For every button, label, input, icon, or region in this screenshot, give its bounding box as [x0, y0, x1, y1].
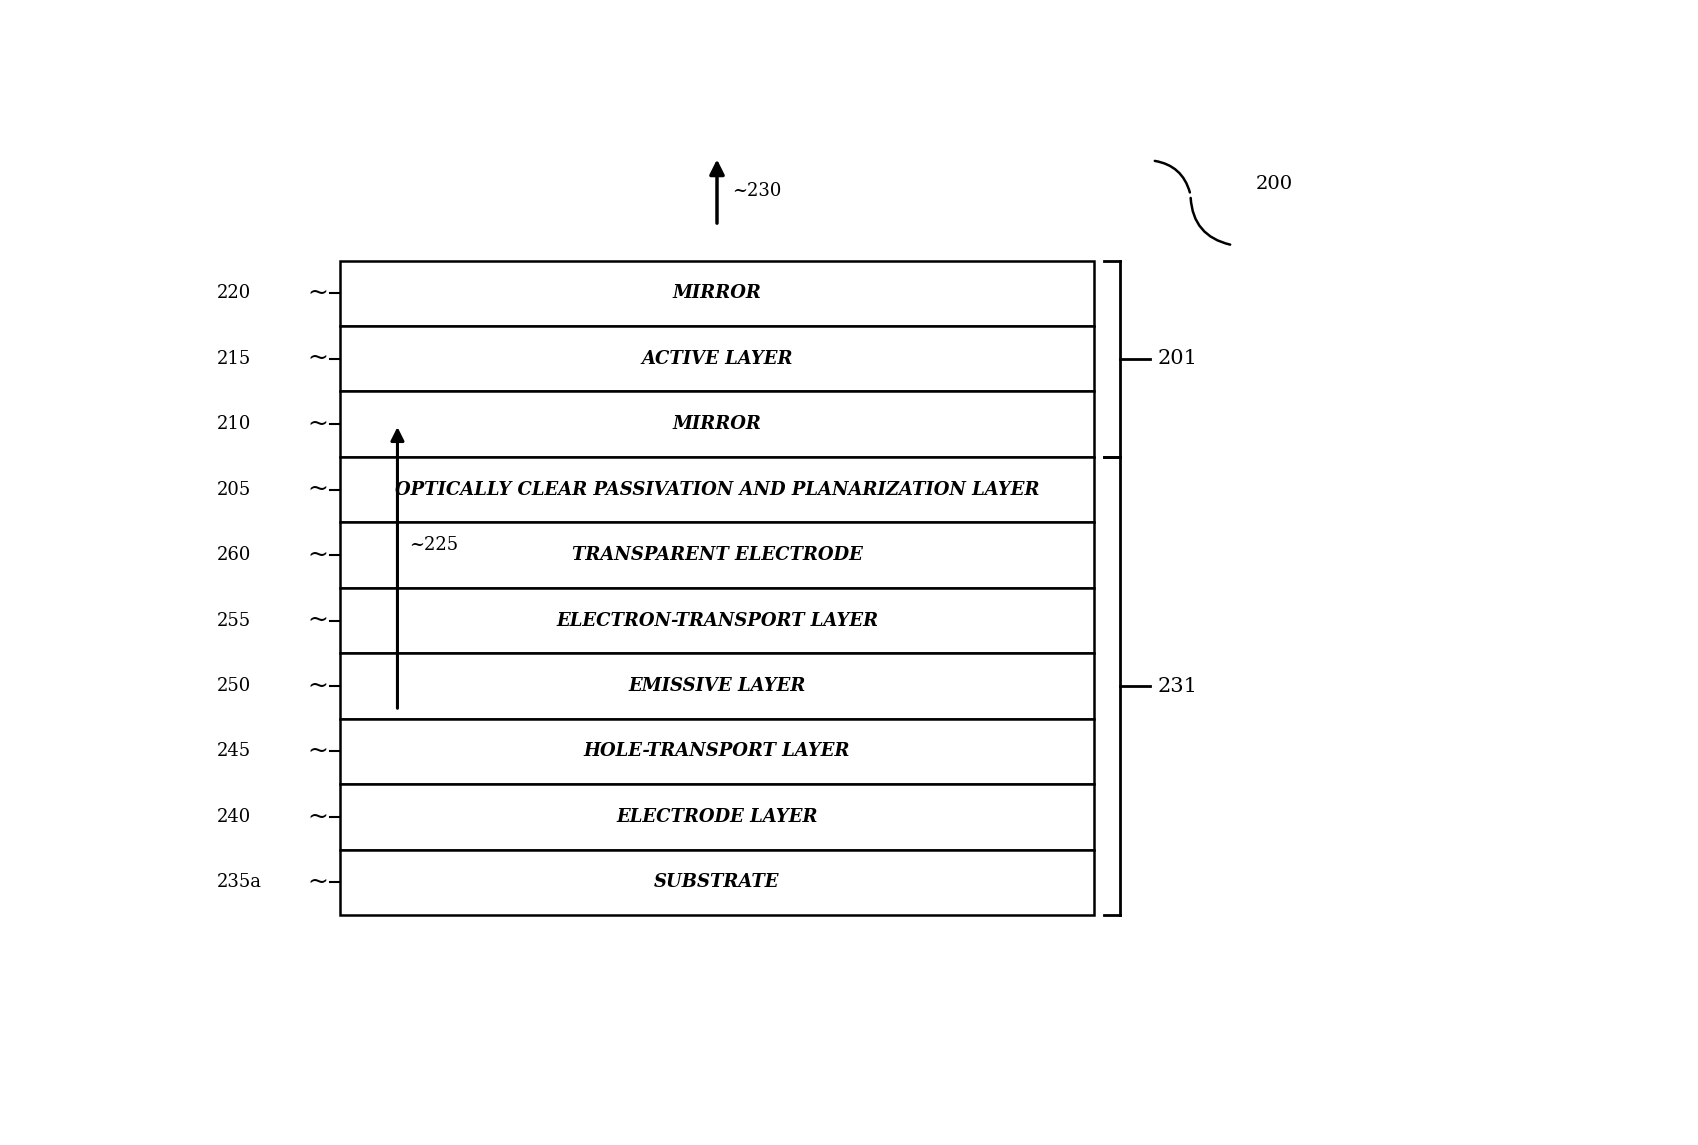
Text: ~225: ~225	[409, 536, 458, 553]
Text: ELECTRON-TRANSPORT LAYER: ELECTRON-TRANSPORT LAYER	[555, 611, 878, 630]
Text: ~: ~	[307, 805, 329, 829]
Text: ~: ~	[307, 412, 329, 436]
Text: 235a: 235a	[216, 874, 261, 891]
Bar	[340, 522, 1094, 587]
Bar	[340, 326, 1094, 392]
Text: 250: 250	[216, 677, 251, 695]
Text: ~230: ~230	[732, 182, 781, 200]
Bar	[340, 654, 1094, 719]
Bar	[340, 784, 1094, 850]
Text: 210: 210	[216, 416, 251, 433]
Text: 255: 255	[216, 611, 251, 630]
Bar	[340, 261, 1094, 326]
Text: 240: 240	[216, 808, 251, 826]
Text: ELECTRODE LAYER: ELECTRODE LAYER	[616, 808, 818, 826]
Text: ~: ~	[307, 674, 329, 697]
Text: ACTIVE LAYER: ACTIVE LAYER	[642, 349, 793, 368]
Text: 231: 231	[1158, 677, 1197, 695]
Bar	[340, 457, 1094, 522]
Bar	[340, 587, 1094, 654]
Text: ~: ~	[307, 282, 329, 305]
Text: HOLE-TRANSPORT LAYER: HOLE-TRANSPORT LAYER	[584, 742, 851, 760]
Text: ~: ~	[307, 740, 329, 763]
Text: OPTICALLY CLEAR PASSIVATION AND PLANARIZATION LAYER: OPTICALLY CLEAR PASSIVATION AND PLANARIZ…	[394, 481, 1039, 499]
Bar	[340, 850, 1094, 915]
Text: 220: 220	[216, 284, 251, 302]
Text: ~: ~	[307, 609, 329, 632]
Text: 201: 201	[1158, 349, 1197, 369]
Text: SUBSTRATE: SUBSTRATE	[654, 874, 779, 891]
Text: ~: ~	[307, 871, 329, 894]
Text: ~: ~	[307, 544, 329, 567]
Text: 215: 215	[216, 349, 251, 368]
Text: ~: ~	[307, 479, 329, 502]
Text: ~: ~	[307, 347, 329, 370]
Text: 205: 205	[216, 481, 251, 499]
Text: 245: 245	[216, 742, 251, 760]
Text: MIRROR: MIRROR	[672, 284, 761, 302]
Text: EMISSIVE LAYER: EMISSIVE LAYER	[628, 677, 805, 695]
Text: 200: 200	[1257, 174, 1294, 192]
Text: MIRROR: MIRROR	[672, 416, 761, 433]
Bar	[340, 392, 1094, 457]
Text: TRANSPARENT ELECTRODE: TRANSPARENT ELECTRODE	[572, 546, 863, 564]
Text: 260: 260	[216, 546, 251, 564]
Bar	[340, 719, 1094, 784]
